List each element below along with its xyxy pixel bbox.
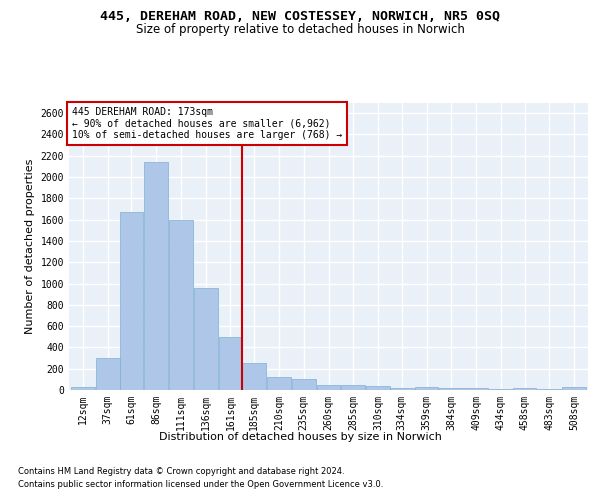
Text: Contains public sector information licensed under the Open Government Licence v3: Contains public sector information licen… (18, 480, 383, 489)
Y-axis label: Number of detached properties: Number of detached properties (25, 158, 35, 334)
Bar (464, 388, 488, 390)
Bar (562, 388, 586, 390)
Bar (144, 162, 168, 390)
Bar (390, 388, 413, 390)
Bar (119, 212, 143, 390)
Bar (242, 364, 266, 390)
Bar (96, 358, 119, 390)
Text: Size of property relative to detached houses in Norwich: Size of property relative to detached ho… (136, 22, 464, 36)
Text: 445, DEREHAM ROAD, NEW COSTESSEY, NORWICH, NR5 0SQ: 445, DEREHAM ROAD, NEW COSTESSEY, NORWIC… (100, 10, 500, 23)
Bar (169, 220, 193, 390)
Bar (218, 337, 242, 390)
Bar (194, 288, 218, 390)
Bar (513, 388, 536, 390)
Bar (341, 384, 365, 390)
Text: Contains HM Land Registry data © Crown copyright and database right 2024.: Contains HM Land Registry data © Crown c… (18, 468, 344, 476)
Text: Distribution of detached houses by size in Norwich: Distribution of detached houses by size … (158, 432, 442, 442)
Bar (439, 388, 463, 390)
Text: 445 DEREHAM ROAD: 173sqm
← 90% of detached houses are smaller (6,962)
10% of sem: 445 DEREHAM ROAD: 173sqm ← 90% of detach… (71, 107, 342, 140)
Bar (71, 388, 95, 390)
Bar (415, 387, 439, 390)
Bar (267, 376, 291, 390)
Bar (366, 386, 390, 390)
Bar (292, 380, 316, 390)
Bar (317, 384, 340, 390)
